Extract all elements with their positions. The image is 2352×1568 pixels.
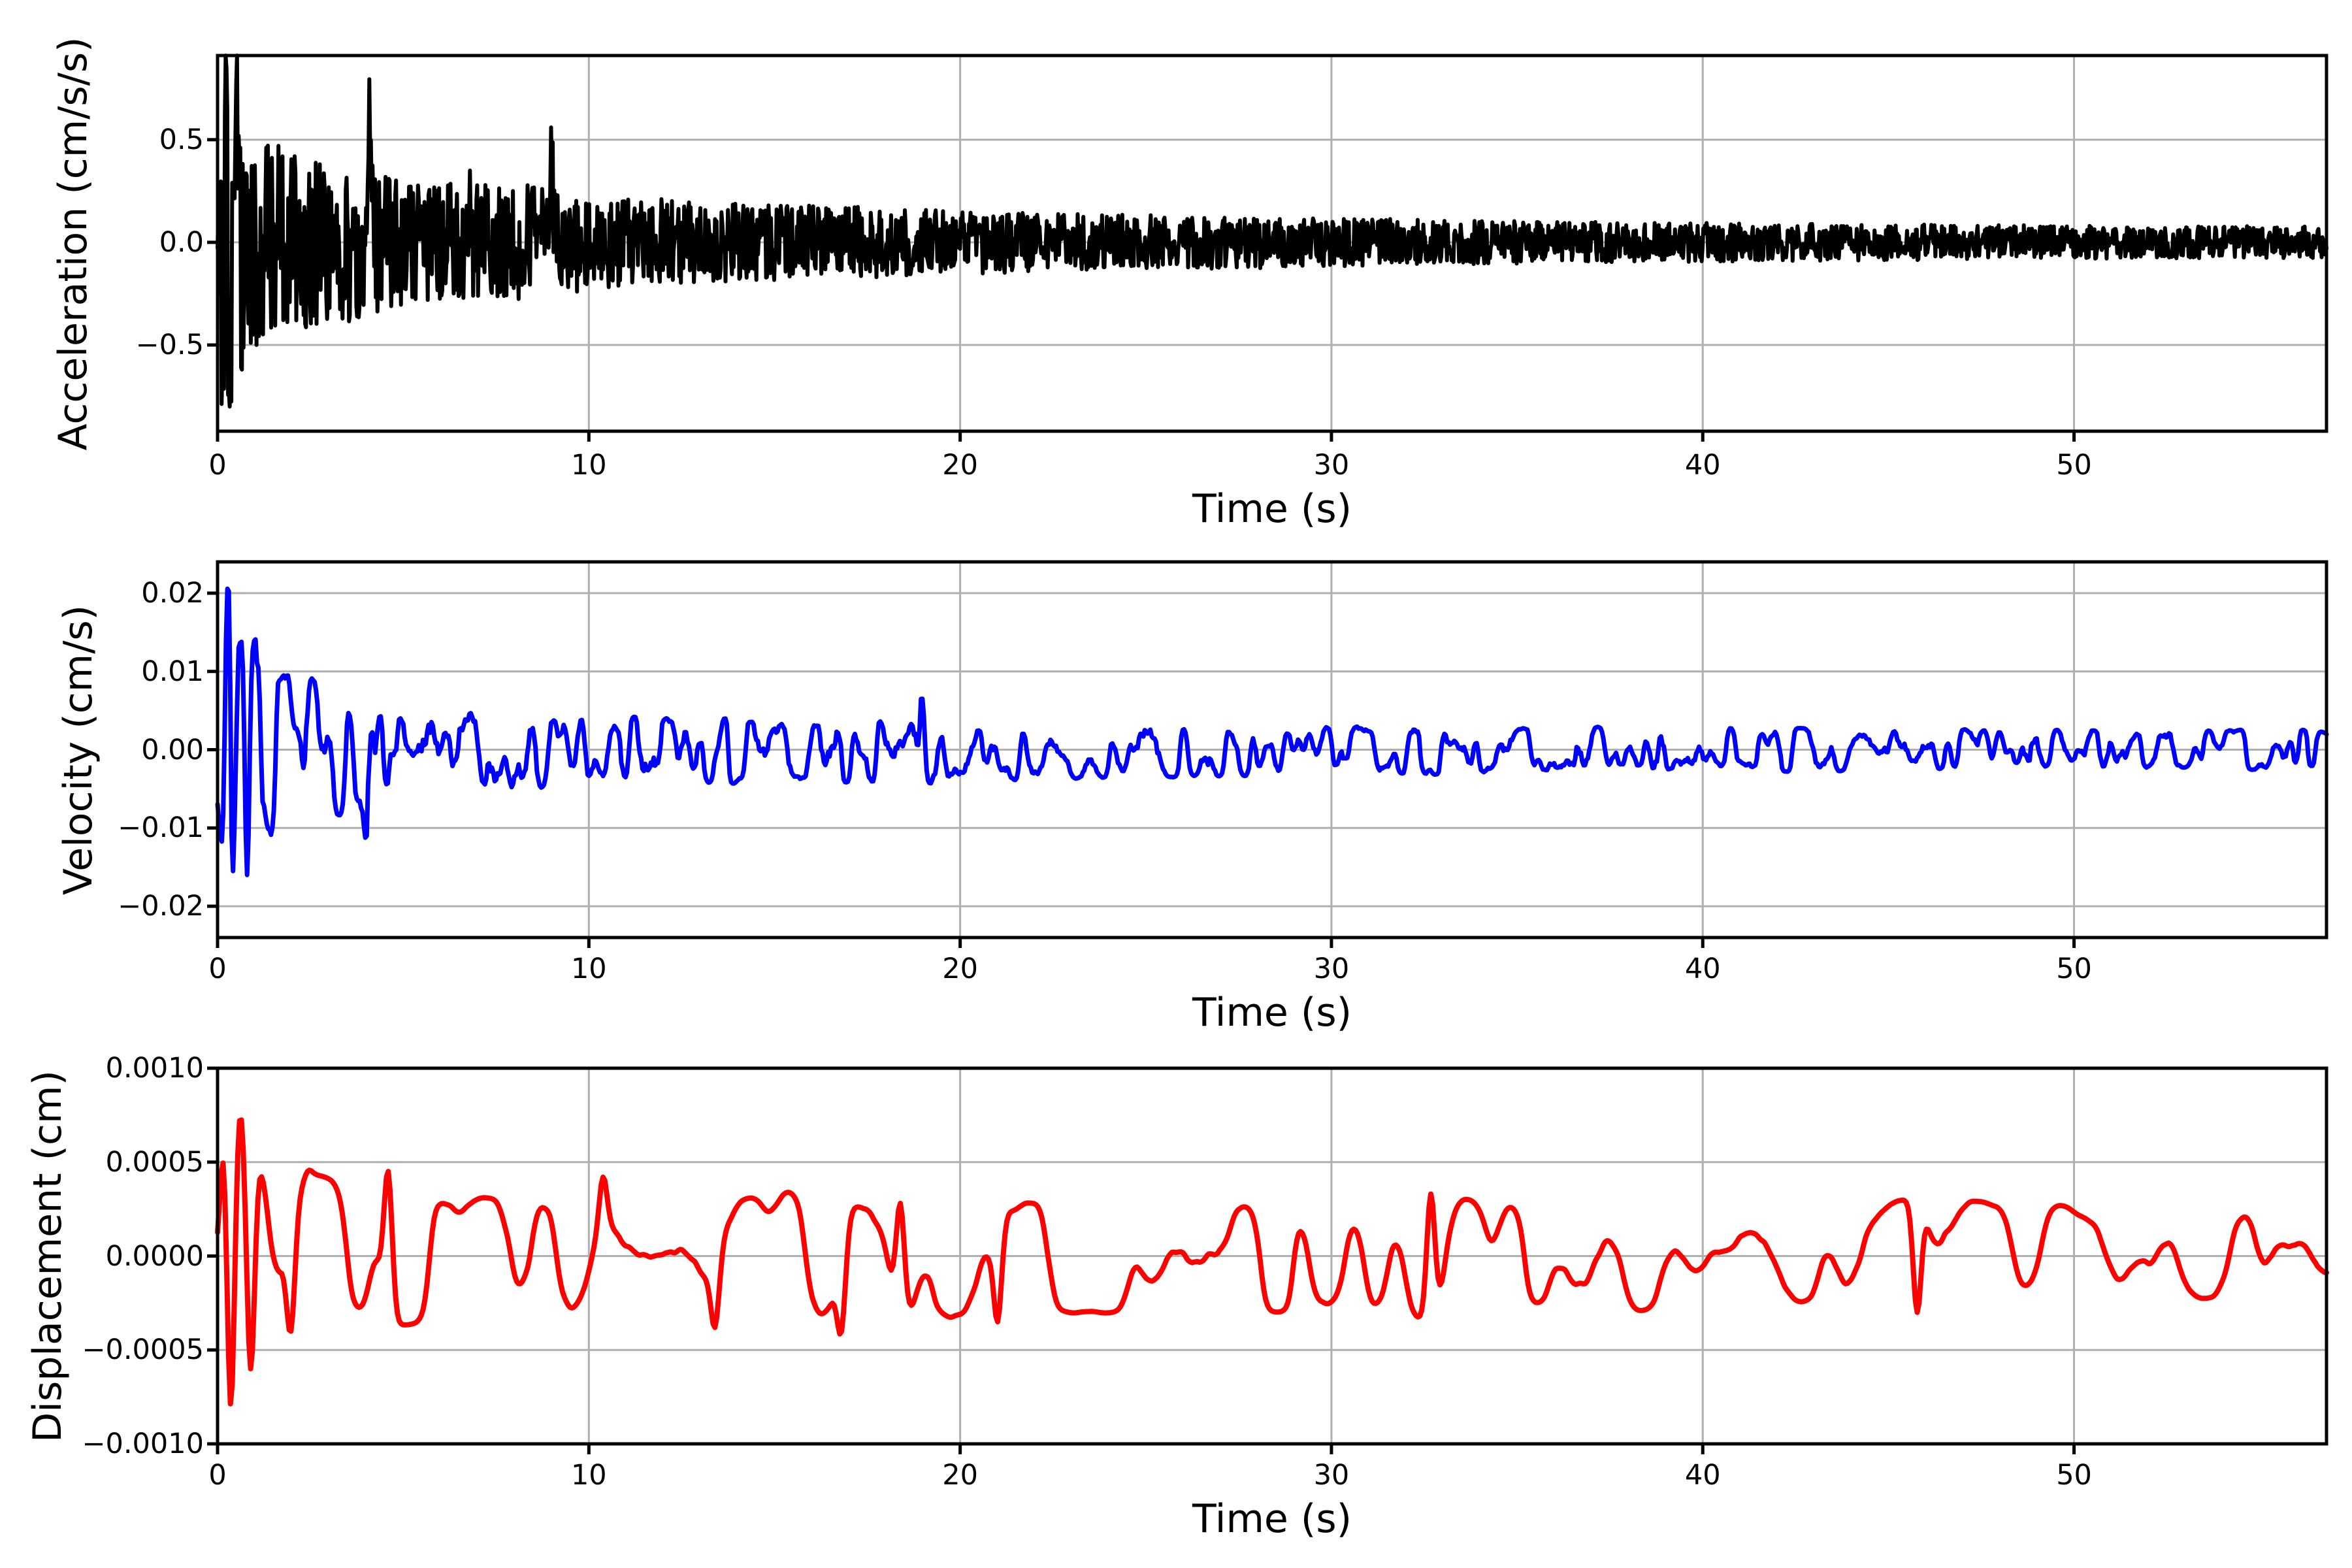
x-tick-label: 40 [1684,1459,1721,1492]
y-tick-label: 0.0 [159,225,204,259]
plot-area-displacement [207,1066,2329,1454]
x-tick-label: 10 [570,1459,607,1492]
x-tick-label: 50 [2056,1459,2092,1492]
axes-velocity [207,560,2329,948]
plot-area-acceleration [207,54,2328,442]
y-tick-label: −0.01 [118,811,204,845]
y-tick-label: 0.0005 [105,1145,204,1179]
trace-displacement [215,1117,2329,1407]
x-tick-label: 30 [1313,953,1350,985]
x-tick-label: 40 [1684,449,1721,482]
x-tick-label: 40 [1684,953,1721,985]
x-axis-title-displacement: Time (s) [1192,1496,1352,1542]
x-tick-label: 20 [942,1459,978,1492]
y-tick-label: −0.02 [118,890,204,923]
x-tick-label: 30 [1313,449,1350,482]
plot-area-velocity [207,560,2329,948]
x-tick-label: 10 [570,953,607,985]
y-tick-label: −0.0005 [82,1333,204,1367]
trace-velocity [215,586,2329,877]
y-tick-label: −0.0010 [82,1428,204,1460]
y-tick-label: 0.02 [141,576,204,610]
x-tick-label: 20 [942,953,978,985]
x-tick-label: 0 [208,449,227,482]
x-tick-label: 50 [2056,449,2092,482]
y-tick-label: 0.01 [141,655,204,688]
x-tick-label: 0 [208,953,227,985]
x-axis-title-acceleration: Time (s) [1192,486,1352,532]
y-tick-label: 0.00 [141,733,204,766]
x-tick-label: 0 [208,1459,227,1492]
x-tick-label: 30 [1313,1459,1350,1492]
axes-displacement [207,1066,2329,1454]
x-tick-label: 50 [2056,953,2092,985]
trace-acceleration [216,54,2328,409]
y-tick-label: 0.0000 [105,1239,204,1273]
y-tick-label: −0.5 [135,329,204,362]
y-tick-label: 0.5 [159,123,204,156]
x-tick-label: 10 [570,449,607,482]
y-tick-label: 0.0010 [105,1052,204,1085]
x-tick-label: 20 [942,449,978,482]
x-axis-title-velocity: Time (s) [1192,990,1352,1036]
axes-acceleration [207,54,2328,442]
